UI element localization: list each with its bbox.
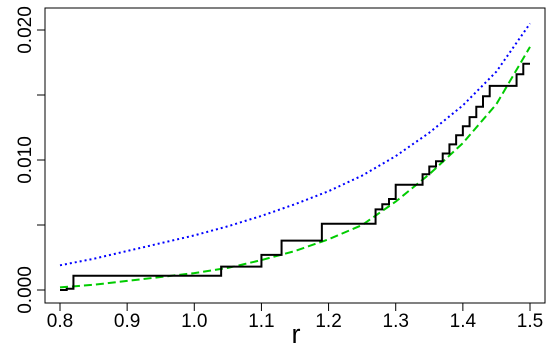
y-tick-labels: 0.000 0.010 0.020 — [15, 6, 36, 314]
x-tick-label: 1.0 — [181, 311, 207, 332]
x-tick-label: 1.4 — [450, 311, 477, 332]
series-line-dashed — [59, 46, 531, 289]
x-tick-label: 1.2 — [315, 311, 341, 332]
x-tick-label: 0.9 — [114, 311, 140, 332]
y-tick-label: 0.000 — [15, 266, 36, 314]
x-axis-title: r — [292, 319, 301, 348]
x-tick-label: 1.3 — [383, 311, 409, 332]
x-tick-labels: 0.8 0.9 1.0 1.1 1.2 1.3 1.4 1.5 — [47, 311, 543, 332]
x-tick-label: 1.1 — [248, 311, 274, 332]
series-layer — [59, 22, 531, 291]
y-tick-label: 0.010 — [15, 136, 36, 184]
y-tick-label: 0.020 — [15, 6, 36, 54]
series-line-step — [60, 62, 530, 291]
plot-frame — [44, 7, 546, 304]
x-tick-label: 1.5 — [517, 311, 543, 332]
series-line-dotted — [59, 22, 531, 267]
x-tick-label: 0.8 — [47, 311, 73, 332]
axes — [37, 29, 531, 311]
